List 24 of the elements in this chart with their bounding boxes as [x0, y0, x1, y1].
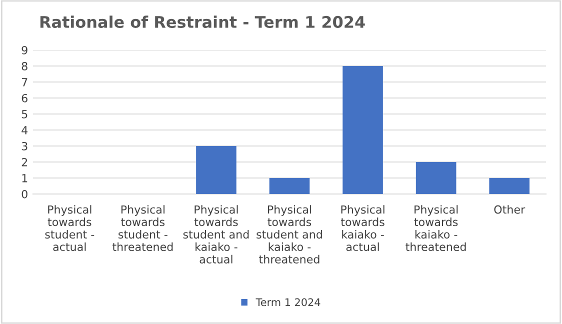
- x-tick-label: Physical towards student and kaiako - threatened: [256, 205, 322, 264]
- x-tick-label: Physical towards student - actual: [45, 205, 94, 252]
- bar: [489, 178, 530, 194]
- bar: [196, 146, 236, 194]
- bar: [269, 178, 310, 194]
- y-tick-label: 5: [22, 110, 28, 118]
- y-tick-label: 1: [22, 174, 28, 182]
- x-tick-label: Physical towards student and kaiako - actual: [183, 205, 249, 264]
- y-tick-label: 6: [22, 94, 28, 102]
- x-tick-label: Physical towards kaiako - actual: [340, 205, 384, 252]
- bar: [416, 162, 456, 194]
- x-tick-label: Other: [494, 205, 526, 214]
- y-tick-label: 3: [22, 142, 28, 150]
- y-tick-label: 8: [22, 62, 28, 70]
- x-tick-label: Physical towards kaiako - threatened: [406, 205, 466, 252]
- chart-title: Rationale of Restraint - Term 1 2024: [40, 16, 365, 28]
- legend-label: Term 1 2024: [256, 298, 320, 306]
- y-tick-label: 7: [22, 78, 28, 86]
- y-tick-label: 0: [22, 190, 28, 198]
- x-tick-label: Physical towards student - threatened: [112, 205, 173, 252]
- y-tick-label: 4: [22, 126, 28, 134]
- bar: [342, 66, 383, 194]
- y-tick-label: 2: [22, 158, 28, 166]
- y-tick-label: 9: [22, 46, 28, 54]
